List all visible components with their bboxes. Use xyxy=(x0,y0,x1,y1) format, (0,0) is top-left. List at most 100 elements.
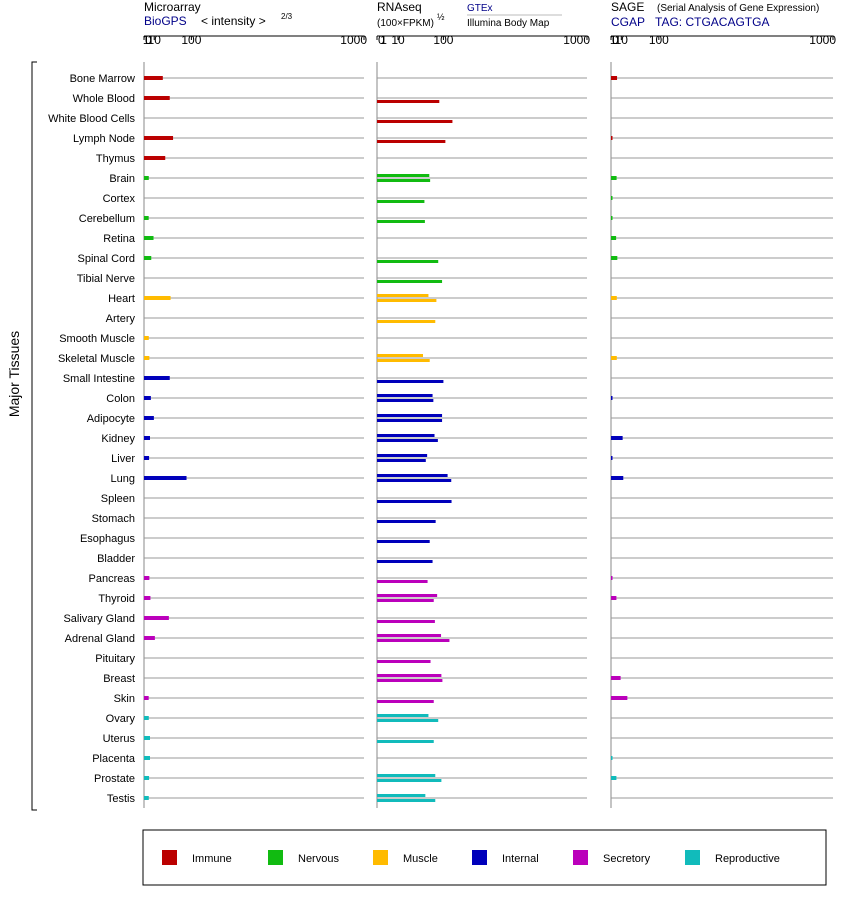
bar xyxy=(377,700,434,703)
bar xyxy=(377,620,435,623)
legend-label: Muscle xyxy=(403,853,438,865)
scale-label: < intensity > xyxy=(201,14,266,28)
tissue-label: Smooth Muscle xyxy=(59,333,135,345)
bar xyxy=(377,179,431,182)
bar xyxy=(144,176,149,180)
bar xyxy=(377,660,431,663)
legend-label: Reproductive xyxy=(715,853,780,865)
tissue-label: Breast xyxy=(103,673,135,685)
bar xyxy=(377,479,452,482)
legend-label: Immune xyxy=(192,853,232,865)
bar xyxy=(144,796,149,800)
tissue-label: Liver xyxy=(111,453,135,465)
bar xyxy=(377,200,425,203)
bar xyxy=(377,414,443,417)
bar xyxy=(144,336,149,340)
x-tick-label: 10 xyxy=(615,33,629,47)
tissue-label: Thymus xyxy=(96,153,136,165)
bar xyxy=(377,794,426,797)
bar xyxy=(611,576,613,580)
bar xyxy=(377,474,448,477)
bar xyxy=(144,296,171,300)
x-tick-label: 10 xyxy=(148,33,162,47)
sage-tag: TAG: CTGACAGTGA xyxy=(655,15,769,29)
bar xyxy=(611,136,613,140)
bar xyxy=(377,779,442,782)
tissue-label: Tibial Nerve xyxy=(77,273,135,285)
scale-label: (100×FPKM) xyxy=(377,18,434,29)
bar xyxy=(611,196,613,200)
bar xyxy=(377,714,429,717)
tissue-label: White Blood Cells xyxy=(48,113,135,125)
bar xyxy=(377,220,425,223)
panel-sage: SAGE (Serial Analysis of Gene Expression)… xyxy=(610,0,836,808)
bar xyxy=(377,740,434,743)
tissue-label: Ovary xyxy=(106,713,136,725)
tissue-label: Kidney xyxy=(101,433,135,445)
bar xyxy=(144,96,170,100)
bar xyxy=(377,500,452,503)
panel-title: SAGE xyxy=(611,0,644,14)
tissue-label: Esophagus xyxy=(80,533,136,545)
x-tick-label: 1000 xyxy=(340,33,367,47)
tissue-label: Bladder xyxy=(97,553,135,565)
tissue-label: Artery xyxy=(106,313,136,325)
bar xyxy=(144,596,151,600)
tissue-label: Testis xyxy=(107,793,136,805)
bar xyxy=(611,256,618,260)
bar xyxy=(377,439,438,442)
bar xyxy=(377,380,444,383)
bar xyxy=(377,299,437,302)
y-axis-label: Major Tissues xyxy=(6,331,22,417)
bar xyxy=(144,636,155,640)
bar xyxy=(611,296,617,300)
bar xyxy=(144,416,154,420)
bar xyxy=(611,176,617,180)
bar xyxy=(377,320,436,323)
legend-swatch xyxy=(373,850,388,865)
bar xyxy=(377,140,446,143)
source-link[interactable]: BioGPS xyxy=(144,14,187,28)
bar xyxy=(144,476,187,480)
scale-exponent: 2/3 xyxy=(281,12,293,21)
legend-label: Nervous xyxy=(298,853,339,865)
x-tick-label: 0 xyxy=(378,33,385,47)
legend-label: Secretory xyxy=(603,853,651,865)
bar xyxy=(377,280,443,283)
bar xyxy=(377,294,429,297)
bar xyxy=(144,616,169,620)
bar xyxy=(377,419,443,422)
tissue-label: Adrenal Gland xyxy=(65,633,135,645)
x-tick-label: 100 xyxy=(433,33,453,47)
bar xyxy=(377,100,440,103)
x-tick-label: 1 xyxy=(610,33,617,47)
bar xyxy=(611,76,618,80)
bar xyxy=(144,756,150,760)
bar xyxy=(144,136,174,140)
bar xyxy=(377,260,439,263)
legend-swatch xyxy=(472,850,487,865)
panel-title-note: (Serial Analysis of Gene Expression) xyxy=(657,3,819,14)
tissue-label: Pituitary xyxy=(95,653,135,665)
bar xyxy=(144,436,150,440)
tissue-label: Retina xyxy=(103,233,136,245)
bar xyxy=(377,394,433,397)
tissue-label: Colon xyxy=(106,393,135,405)
bar xyxy=(377,459,426,462)
tissue-label: Prostate xyxy=(94,773,135,785)
tissue-label: Small Intestine xyxy=(63,373,135,385)
source-link[interactable]: CGAP xyxy=(611,15,645,29)
tissue-label: Salivary Gland xyxy=(63,613,135,625)
bar xyxy=(611,456,613,460)
bar xyxy=(611,436,623,440)
source-illumina[interactable]: Illumina Body Map xyxy=(467,18,550,29)
bar xyxy=(377,434,435,437)
x-tick-label: 100 xyxy=(181,33,201,47)
bar xyxy=(377,454,428,457)
source-gtex[interactable]: GTEx xyxy=(467,3,493,14)
bar xyxy=(144,356,150,360)
tissue-label: Brain xyxy=(109,173,135,185)
scale-exponent: ½ xyxy=(437,12,445,22)
bar xyxy=(611,676,621,680)
